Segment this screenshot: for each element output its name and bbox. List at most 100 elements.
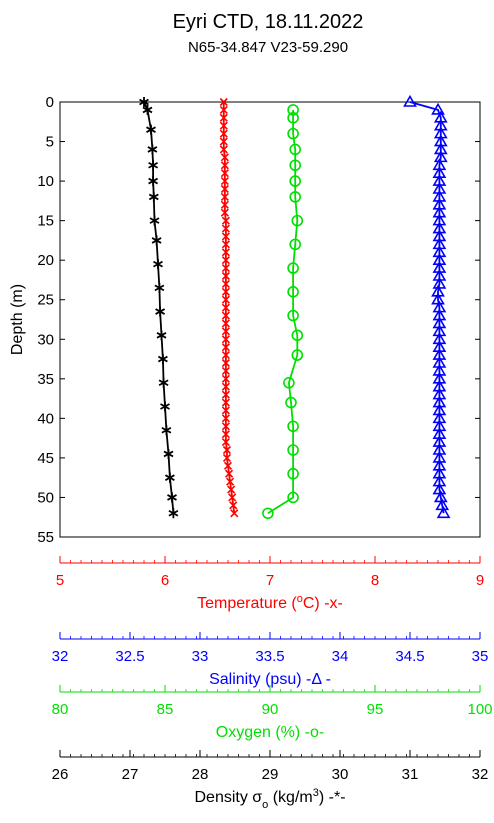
x-tick-label: 95 — [367, 701, 384, 718]
series-oxygen — [262, 104, 304, 520]
marker-x — [220, 161, 229, 170]
axis-label-main: Salinity (psu) - — [209, 671, 311, 688]
x-tick-label: 5 — [56, 572, 64, 589]
marker-x — [222, 453, 232, 462]
marker-circle — [289, 175, 302, 187]
marker-circle — [287, 420, 299, 433]
marker-x — [221, 319, 230, 328]
marker-circle — [283, 376, 295, 389]
plot-frame — [59, 101, 481, 538]
marker-x — [221, 343, 230, 352]
x-axis-oxygen: 80 85 90 95 100 Oxygen (%) -o- — [52, 685, 493, 741]
y-axis-label: Depth (m) — [9, 284, 26, 355]
marker-x — [219, 121, 228, 130]
y-tick-label: 35 — [37, 371, 54, 388]
marker-x — [230, 509, 239, 518]
marker-x — [219, 137, 228, 146]
marker-circle — [287, 467, 299, 480]
marker-x — [221, 240, 230, 249]
marker-asterisk — [154, 282, 165, 293]
marker-x — [221, 295, 230, 304]
marker-x — [221, 414, 230, 423]
x-tick-label: 100 — [467, 701, 492, 718]
x-axis-temperature: 5 6 7 8 9 Temperature (oC) -x- — [56, 556, 484, 612]
x-tick-label: 26 — [52, 766, 69, 783]
y-tick-label: 40 — [37, 410, 54, 427]
x-tick-label: 9 — [476, 572, 484, 589]
marker-asterisk — [142, 104, 153, 115]
x-tick-label: 32.5 — [115, 648, 144, 665]
marker-x — [221, 264, 230, 273]
marker-circle — [291, 329, 304, 342]
x-axis-salinity: 32 32.5 33 33.5 34 34.5 35 Salinity (psu) -Δ - — [52, 632, 489, 688]
axis-label-symbol: Δ — [311, 671, 322, 688]
axis-label-sub: o — [262, 799, 268, 811]
axis-label-oxygen: Oxygen (%) -o- — [216, 724, 324, 741]
marker-asterisk — [158, 377, 169, 388]
marker-circle — [287, 286, 299, 298]
marker-asterisk — [164, 472, 175, 483]
chart-title: Eyri CTD, 18.11.2022 — [173, 11, 364, 33]
marker-x — [221, 366, 230, 375]
x-tick-label: 35 — [472, 648, 489, 665]
marker-x — [221, 390, 230, 399]
marker-x — [221, 303, 230, 312]
y-tick-label: 5 — [46, 134, 54, 151]
marker-circle — [287, 127, 299, 140]
marker-asterisk — [148, 160, 159, 171]
series-salinity — [403, 94, 451, 519]
depth-plot-area: 0 5 10 15 20 25 30 35 40 45 50 55 Depth (m) — [9, 94, 481, 546]
marker-asterisk — [148, 176, 159, 187]
marker-asterisk — [139, 97, 149, 107]
marker-x — [220, 169, 229, 178]
marker-x — [219, 129, 228, 138]
x-tick-label: 32 — [52, 648, 69, 665]
marker-x — [221, 232, 230, 241]
axis-label-end: - — [321, 671, 331, 688]
y-tick-label: 15 — [37, 213, 54, 230]
axis-label-end: C) -x- — [303, 595, 343, 612]
marker-x — [220, 153, 229, 162]
series-line-salinity — [409, 101, 445, 514]
axis-label-sup: o — [297, 593, 303, 605]
marker-circle — [285, 396, 297, 409]
x-tick-label: 28 — [192, 766, 209, 783]
marker-x — [220, 192, 229, 201]
y-tick-label: 20 — [37, 252, 54, 269]
marker-x — [221, 271, 230, 281]
marker-asterisk — [146, 124, 156, 135]
marker-x — [221, 335, 230, 344]
series-layer — [139, 94, 451, 520]
marker-circle — [289, 143, 302, 156]
marker-circle — [287, 491, 299, 504]
marker-circle — [287, 104, 299, 116]
x-axis-density: 26 27 28 29 30 31 32 Density σo (kg/m3) -*- — [52, 750, 489, 811]
marker-x — [229, 501, 238, 510]
marker-circle — [287, 112, 299, 124]
y-tick-label: 45 — [37, 450, 54, 467]
x-tick-label: 8 — [371, 572, 379, 589]
marker-x — [221, 351, 230, 360]
x-tick-label: 32 — [472, 766, 489, 783]
y-tick-label: 50 — [37, 489, 54, 506]
x-tick-label: 29 — [262, 766, 279, 783]
marker-x — [221, 224, 230, 233]
x-tick-label: 34 — [332, 648, 349, 665]
axis-label-main: Density σ — [194, 789, 262, 806]
axis-label-main: Oxygen (%) -o- — [216, 724, 324, 741]
marker-x — [227, 485, 236, 494]
marker-x — [224, 469, 234, 478]
x-tick-label: 33.5 — [255, 648, 284, 665]
marker-x — [221, 248, 230, 257]
marker-circle — [289, 159, 302, 172]
axis-label-mid: (kg/m — [268, 789, 312, 806]
marker-x — [221, 398, 230, 407]
marker-x — [221, 327, 230, 336]
marker-asterisk — [167, 492, 177, 503]
marker-x — [221, 422, 230, 431]
marker-triangle — [403, 94, 417, 107]
marker-x — [223, 461, 233, 470]
marker-x — [221, 358, 230, 368]
y-tick-label: 30 — [37, 331, 54, 348]
